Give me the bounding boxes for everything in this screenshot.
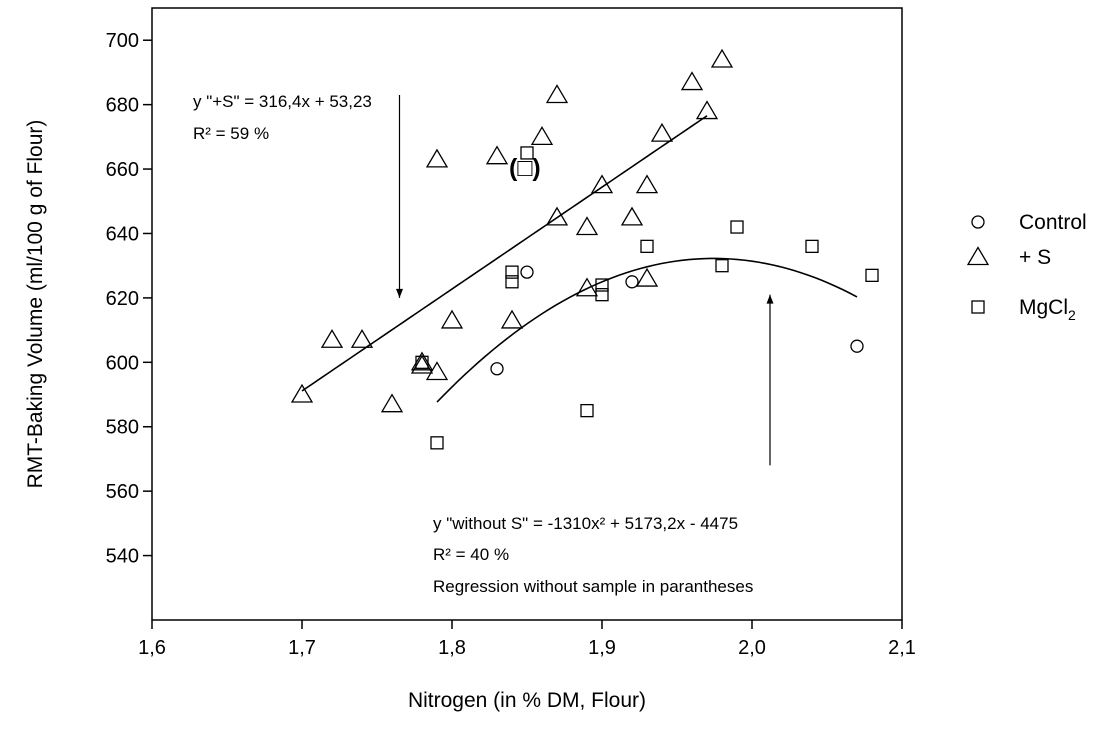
arrow-head bbox=[396, 288, 403, 298]
data-point-triangle bbox=[545, 206, 569, 226]
data-point-triangle bbox=[380, 393, 404, 413]
data-point-triangle bbox=[635, 267, 659, 287]
y-tick-label: 580 bbox=[106, 417, 139, 439]
data-point-triangle bbox=[500, 309, 524, 329]
data-point-square bbox=[505, 265, 519, 279]
data-point-square bbox=[415, 355, 429, 369]
data-point-triangle bbox=[575, 216, 599, 236]
x-tick-label: 1,7 bbox=[288, 637, 316, 659]
data-point-circle bbox=[490, 362, 504, 376]
y-tick-label: 600 bbox=[106, 352, 139, 374]
annotation-equation-plus-s: y "+S" = 316,4x + 53,23 bbox=[193, 92, 372, 111]
y-tick-label: 560 bbox=[106, 481, 139, 503]
data-point-triangle bbox=[425, 148, 449, 168]
x-tick-label: 1,8 bbox=[438, 637, 466, 659]
data-point-triangle bbox=[650, 122, 674, 142]
legend-marker-triangle bbox=[966, 246, 990, 266]
legend-label-mgcl2: MgCl2 bbox=[1019, 296, 1076, 323]
data-point-triangle bbox=[410, 354, 434, 374]
data-point-triangle bbox=[590, 174, 614, 194]
x-tick-label: 2,0 bbox=[738, 637, 766, 659]
y-axis-title: RMT-Baking Volume (ml/100 g of Flour) bbox=[24, 120, 47, 489]
data-point-circle bbox=[625, 275, 639, 289]
x-tick-label: 1,6 bbox=[138, 637, 166, 659]
y-tick-label: 540 bbox=[106, 546, 139, 568]
arrow-head bbox=[766, 294, 774, 304]
data-point-square bbox=[865, 268, 879, 282]
y-tick-label: 640 bbox=[106, 223, 139, 245]
legend-marker-triangle bbox=[966, 246, 990, 266]
data-point-square bbox=[430, 436, 444, 450]
data-point-triangle bbox=[320, 328, 344, 348]
legend-item-plus-s: + S bbox=[966, 246, 1051, 269]
data-point-triangle bbox=[680, 71, 704, 91]
y-tick-label: 700 bbox=[106, 30, 139, 52]
x-axis-title: Nitrogen (in % DM, Flour) bbox=[408, 689, 646, 712]
data-point-triangle bbox=[425, 361, 449, 381]
plot-frame bbox=[151, 7, 903, 621]
axis-ticks: 1,6 1,7 1,8 1,9 2,0 2,1 540 560 580 600 620 640 660 6… bbox=[106, 30, 916, 659]
data-point-square bbox=[595, 288, 609, 302]
annotation-regression-note: Regression without sample in parantheses bbox=[433, 577, 753, 596]
annotation-r2-plus-s: R² = 59 % bbox=[193, 124, 269, 143]
data-point-square bbox=[580, 403, 594, 418]
legend-label-control: Control bbox=[1019, 211, 1087, 234]
data-point-triangle bbox=[485, 145, 509, 165]
data-point-square bbox=[805, 239, 819, 254]
legend-marker-circle bbox=[971, 215, 985, 229]
y-tick-label: 680 bbox=[106, 95, 139, 117]
legend-marker-circle bbox=[971, 215, 985, 229]
data-point-square bbox=[520, 146, 534, 160]
data-point-triangle bbox=[545, 84, 569, 104]
data-point-triangle bbox=[710, 48, 734, 68]
annotation-excluded-sample: (□) bbox=[509, 154, 541, 182]
y-tick-label: 620 bbox=[106, 288, 139, 310]
x-tick-label: 2,1 bbox=[888, 637, 916, 659]
plot-area: 1,6 1,7 1,8 1,9 2,0 2,1 540 560 580 600 620 640 660 6… bbox=[106, 7, 916, 659]
data-point-circle bbox=[520, 265, 534, 279]
annotation-arrows bbox=[396, 94, 774, 466]
data-point-square bbox=[730, 220, 744, 234]
x-tick-label: 1,9 bbox=[588, 637, 616, 659]
regression-line-quadratic bbox=[436, 257, 858, 403]
legend-label-plus-s: + S bbox=[1019, 246, 1051, 269]
data-point-triangle bbox=[635, 174, 659, 194]
data-point-triangle bbox=[530, 126, 554, 145]
annotation-r2-without-s: R² = 40 % bbox=[433, 545, 509, 564]
data-point-square bbox=[640, 239, 654, 254]
legend-marker-square bbox=[971, 300, 985, 314]
regression-line-linear bbox=[301, 115, 708, 392]
data-point-square bbox=[505, 275, 519, 289]
data-points bbox=[290, 48, 879, 450]
data-point-triangle bbox=[410, 351, 434, 371]
data-point-circle bbox=[850, 339, 864, 353]
data-point-triangle bbox=[620, 206, 644, 226]
data-point-triangle bbox=[695, 100, 719, 120]
data-point-triangle bbox=[575, 277, 599, 297]
data-point-triangle bbox=[440, 309, 464, 329]
annotation-equation-without-s: y "without S" = -1310x² + 5173,2x - 4475 bbox=[433, 514, 738, 533]
legend-item-control: Control bbox=[971, 211, 1087, 234]
data-point-triangle bbox=[290, 383, 314, 403]
regression-lines bbox=[301, 115, 858, 403]
data-point-triangle bbox=[350, 328, 374, 348]
y-tick-label: 660 bbox=[106, 159, 139, 181]
data-point-square bbox=[715, 259, 729, 273]
data-point-square bbox=[595, 278, 609, 292]
legend-marker-square bbox=[971, 300, 985, 314]
legend: Control + S MgCl2 bbox=[966, 211, 1087, 323]
legend-item-mgcl2: MgCl2 bbox=[971, 296, 1076, 323]
